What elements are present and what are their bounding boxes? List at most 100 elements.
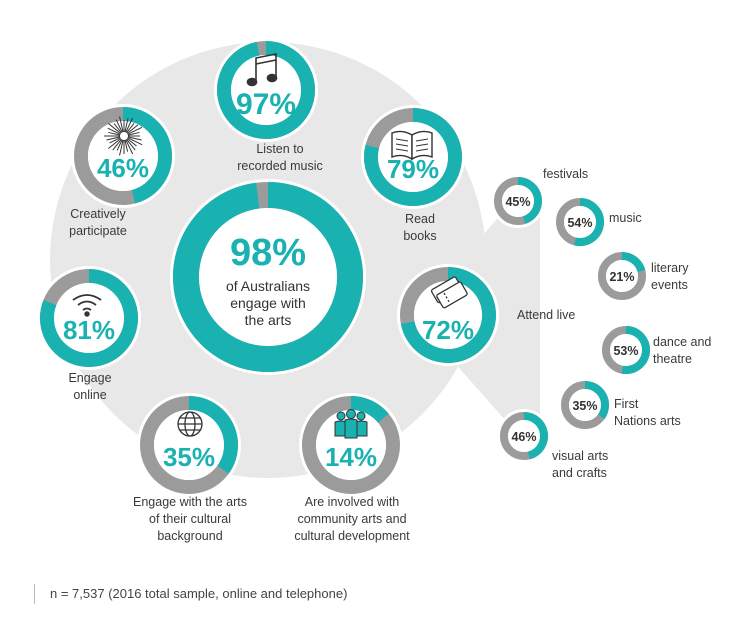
value-cultural-background: 35% bbox=[163, 442, 215, 472]
label-music: music bbox=[609, 211, 642, 225]
label-attend-live: Attend live bbox=[517, 308, 575, 322]
donut-community-arts-fill bbox=[350, 396, 389, 423]
globe-icon bbox=[177, 411, 203, 437]
firework-ray bbox=[107, 127, 121, 135]
label-community-arts: Are involved with community arts and cultu… bbox=[294, 495, 410, 543]
label-festivals: festivals bbox=[543, 167, 588, 181]
firework-ray bbox=[106, 136, 121, 141]
donut-dance-theatre-fill bbox=[621, 326, 650, 374]
firework-ray bbox=[125, 117, 134, 133]
tickets-icon bbox=[430, 276, 468, 309]
donut-recorded-music bbox=[214, 38, 318, 142]
value-engage-online: 81% bbox=[63, 315, 115, 345]
donut-engage-online-fill bbox=[40, 269, 138, 367]
label-visual-arts-line: and crafts bbox=[552, 466, 607, 480]
label-recorded-music-line: Listen to bbox=[256, 142, 303, 156]
donut-festivals-fill bbox=[517, 177, 542, 224]
firework-ray bbox=[124, 118, 129, 133]
donut-visual-arts-fill bbox=[523, 412, 548, 460]
label-recorded-music-line: recorded music bbox=[237, 159, 322, 173]
donut-music bbox=[553, 195, 607, 249]
donut-cultural-background-fill bbox=[188, 396, 238, 474]
donut-first-nations bbox=[558, 378, 612, 432]
donut-recorded-music-fill bbox=[217, 41, 315, 139]
donut-attend-live-hole bbox=[414, 281, 482, 349]
people-icon bbox=[334, 409, 368, 439]
label-dance-theatre-line: theatre bbox=[653, 352, 692, 366]
label-cultural-background-line: background bbox=[157, 529, 222, 543]
label-literary-events: literary events bbox=[651, 261, 689, 292]
label-engage-online-line: online bbox=[73, 388, 106, 402]
donut-literary-events-fill bbox=[621, 252, 646, 273]
donut-literary-events bbox=[595, 249, 649, 303]
label-first-nations: First Nations arts bbox=[614, 397, 681, 428]
center-caption-line: the arts bbox=[245, 312, 292, 328]
label-read-books-line: books bbox=[403, 229, 436, 243]
donut-read-books-fill bbox=[364, 108, 462, 206]
value-music: 54% bbox=[567, 216, 592, 230]
firework-ray bbox=[108, 131, 121, 136]
value-read-books: 79% bbox=[387, 154, 439, 184]
label-visual-arts-line: visual arts bbox=[552, 449, 608, 463]
donut-cultural-background bbox=[137, 393, 241, 497]
label-visual-arts: visual arts and crafts bbox=[552, 449, 608, 480]
donut-first-nations-hole bbox=[569, 389, 601, 421]
firework-ray bbox=[108, 138, 122, 149]
firework-ray bbox=[109, 137, 121, 144]
firework-ray bbox=[126, 138, 137, 147]
firework-ray bbox=[108, 123, 122, 134]
firework-ray bbox=[119, 116, 124, 133]
donut-dance-theatre bbox=[599, 323, 653, 377]
label-creatively-participate-line: participate bbox=[69, 224, 127, 238]
firework-ray bbox=[125, 139, 134, 155]
label-literary-events-line: events bbox=[651, 278, 688, 292]
firework-ray bbox=[126, 138, 136, 151]
donut-visual-arts-hole bbox=[508, 420, 540, 452]
label-community-arts-line: cultural development bbox=[294, 529, 410, 543]
label-festivals-line: festivals bbox=[543, 167, 588, 181]
donut-engage-online bbox=[37, 266, 141, 370]
donut-attend-live bbox=[397, 264, 499, 366]
center-donut-fill bbox=[173, 182, 363, 372]
donut-attend-live-fill bbox=[400, 267, 496, 363]
donut-dance-theatre-hole bbox=[610, 334, 642, 366]
value-first-nations: 35% bbox=[572, 399, 597, 413]
firework-ray bbox=[116, 139, 123, 151]
value-visual-arts: 46% bbox=[511, 430, 536, 444]
donut-literary-events-hole bbox=[606, 260, 638, 292]
donut-creatively-participate-hole bbox=[88, 121, 158, 191]
label-first-nations-line: First bbox=[614, 397, 639, 411]
wifi-icon bbox=[72, 294, 102, 317]
value-community-arts: 14% bbox=[325, 442, 377, 472]
label-engage-online: Engage online bbox=[68, 371, 111, 402]
value-dance-theatre: 53% bbox=[613, 344, 638, 358]
center-caption-line: engage with bbox=[230, 295, 306, 311]
value-attend-live: 72% bbox=[422, 315, 474, 345]
donut-visual-arts bbox=[497, 409, 551, 463]
firework-icon bbox=[104, 116, 143, 156]
label-attend-live-line: Attend live bbox=[517, 308, 575, 322]
label-creatively-participate: Creatively participate bbox=[69, 207, 127, 238]
donut-music-fill bbox=[574, 198, 604, 246]
center-donut-hole bbox=[199, 208, 337, 346]
firework-ray bbox=[127, 126, 143, 135]
label-dance-theatre: dance and theatre bbox=[653, 335, 711, 366]
icons bbox=[72, 53, 468, 439]
label-creatively-participate-line: Creatively bbox=[70, 207, 126, 221]
firework-ray bbox=[126, 124, 139, 134]
donut-festivals bbox=[491, 174, 545, 228]
labels: 98%of Australians engage with the arts97%L… bbox=[63, 88, 711, 543]
label-community-arts-line: community arts and bbox=[297, 512, 406, 526]
firework-ray bbox=[112, 138, 122, 151]
label-engage-online-line: Engage bbox=[68, 371, 111, 385]
label-cultural-background-line: of their cultural bbox=[149, 512, 231, 526]
donut-community-arts bbox=[299, 393, 403, 497]
firework-ray bbox=[115, 119, 123, 133]
engagement-chart: 98%of Australians engage with the arts97%L… bbox=[37, 38, 712, 543]
center-donut bbox=[170, 179, 366, 375]
donut-recorded-music-hole bbox=[231, 55, 301, 125]
firework-ray bbox=[127, 136, 142, 141]
donut-cultural-background-hole bbox=[154, 410, 224, 480]
label-read-books-line: Read bbox=[405, 212, 435, 226]
